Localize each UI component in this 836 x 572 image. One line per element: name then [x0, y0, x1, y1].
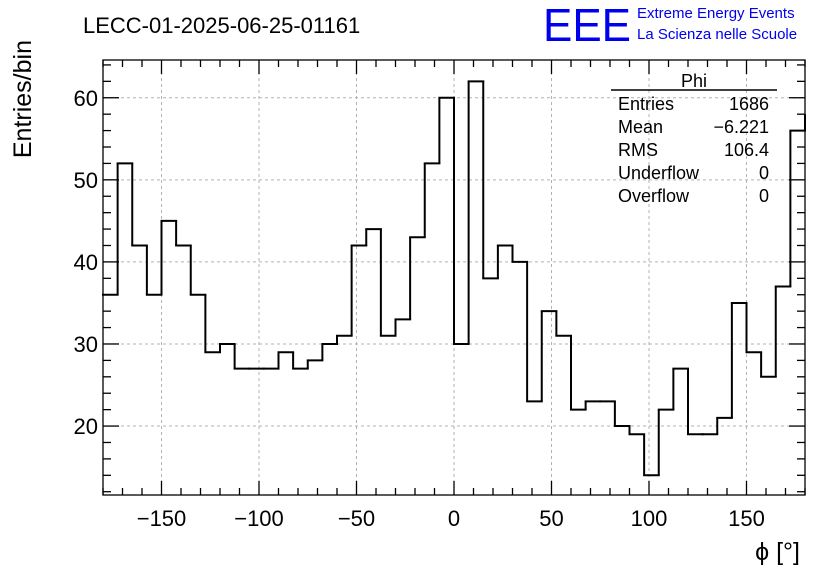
stats-box: Phi Entries 1686 Mean −6.221 RMS 106.4 U… — [611, 71, 777, 206]
y-tick-label: 30 — [74, 332, 98, 357]
y-tick-label: 60 — [74, 86, 98, 111]
stats-label-overflow: Overflow — [618, 186, 690, 206]
eee-logo-line2: La Scienza nelle Scuole — [637, 26, 797, 43]
x-tick-label: 150 — [728, 506, 765, 531]
x-tick-label: −150 — [137, 506, 187, 531]
chart-title: LECC-01-2025-06-25-01161 — [83, 13, 360, 38]
y-tick-label: 40 — [74, 250, 98, 275]
x-axis-label: ϕ [°] — [755, 538, 800, 566]
stats-box-title: Phi — [681, 71, 707, 91]
stats-label-underflow: Underflow — [618, 163, 700, 183]
stats-value-entries: 1686 — [729, 94, 769, 114]
y-axis: 20 30 40 50 60 — [74, 64, 805, 493]
stats-value-overflow: 0 — [759, 186, 769, 206]
stats-label-rms: RMS — [618, 140, 658, 160]
x-tick-label: −100 — [234, 506, 284, 531]
eee-logo-line1: Extreme Energy Events — [637, 5, 795, 22]
y-axis-label: Entries/bin — [9, 40, 37, 158]
y-tick-label: 50 — [74, 168, 98, 193]
x-tick-label: 0 — [448, 506, 460, 531]
stats-value-underflow: 0 — [759, 163, 769, 183]
eee-logo-mark: EEE — [543, 0, 631, 51]
stats-label-entries: Entries — [618, 94, 674, 114]
y-tick-label: 20 — [74, 414, 98, 439]
x-tick-label: 50 — [539, 506, 563, 531]
x-tick-label: −50 — [338, 506, 375, 531]
stats-value-rms: 106.4 — [724, 140, 769, 160]
stats-value-mean: −6.221 — [713, 117, 769, 137]
x-tick-label: 100 — [631, 506, 668, 531]
stats-label-mean: Mean — [618, 117, 663, 137]
eee-logo: EEE Extreme Energy Events La Scienza nel… — [543, 0, 797, 51]
